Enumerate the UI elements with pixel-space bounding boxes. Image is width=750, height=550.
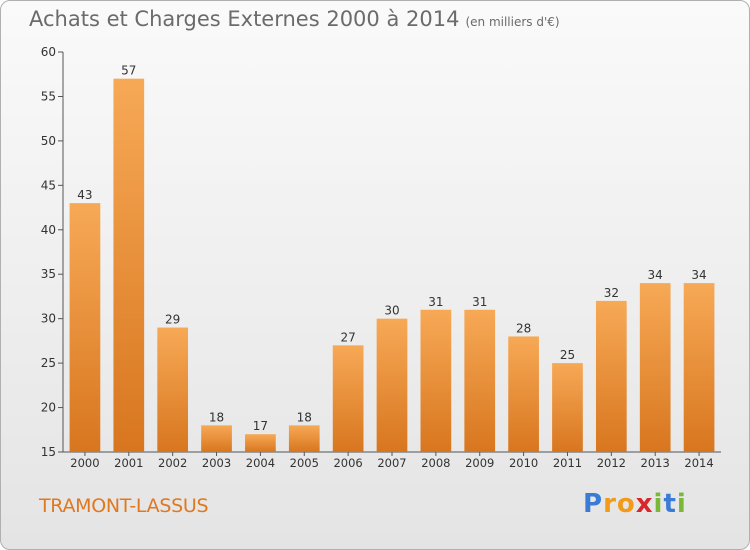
bar — [157, 327, 189, 452]
logo-letter: P — [583, 489, 604, 519]
bar — [376, 318, 408, 452]
bar — [201, 425, 232, 452]
x-tick-label: 2011 — [553, 456, 582, 470]
logo-letter: o — [616, 489, 636, 519]
data-label: 31 — [472, 295, 487, 309]
bar — [113, 78, 145, 453]
bar — [245, 434, 276, 452]
data-label: 30 — [384, 304, 399, 318]
chart-title: Achats et Charges Externes 2000 à 2014 (e… — [29, 7, 560, 31]
y-tick-label: 15 — [41, 445, 56, 459]
y-tick-label: 20 — [41, 401, 56, 415]
data-label: 28 — [516, 321, 531, 335]
x-tick-label: 2012 — [597, 456, 626, 470]
bar — [595, 300, 627, 452]
x-tick-labels: 2000 2001 2002 2003 2004 2005 2006 2007 2008 2009… — [70, 452, 714, 470]
bar — [552, 363, 583, 452]
logo-letter: i — [653, 489, 664, 519]
data-label: 27 — [340, 330, 355, 344]
bar — [508, 336, 539, 452]
y-tick-label: 30 — [41, 312, 56, 326]
y-tick-label: 35 — [41, 267, 56, 281]
y-tick-label: 25 — [41, 356, 56, 370]
x-tick-label: 2013 — [641, 456, 670, 470]
bar — [332, 345, 364, 452]
bar — [464, 309, 496, 452]
x-tick-label: 2002 — [158, 456, 187, 470]
bar — [288, 425, 320, 452]
data-label: 57 — [121, 64, 136, 78]
x-tick-label: 2007 — [377, 456, 406, 470]
bar — [683, 283, 715, 452]
x-tick-label: 2003 — [202, 456, 231, 470]
x-tick-label: 2006 — [333, 456, 362, 470]
y-tick-label: 45 — [41, 178, 56, 192]
bar — [420, 309, 452, 452]
bars — [69, 78, 715, 453]
data-label: 17 — [253, 419, 268, 433]
value-labels: 43 57 29 18 17 18 27 30 31 31 28 25 32 34 34 — [77, 64, 706, 434]
x-tick-label: 2004 — [246, 456, 275, 470]
y-tick-label: 60 — [41, 45, 56, 59]
data-label: 34 — [691, 268, 706, 282]
y-tick-labels: 15 20 25 30 35 40 45 50 55 60 — [41, 45, 63, 459]
x-tick-label: 2008 — [421, 456, 450, 470]
data-label: 43 — [77, 188, 92, 202]
x-tick-label: 2010 — [509, 456, 538, 470]
x-tick-label: 2005 — [290, 456, 319, 470]
bar — [639, 283, 671, 452]
data-label: 25 — [560, 348, 575, 362]
logo-letter: i — [676, 489, 687, 519]
unit-note: (en milliers d'€) — [465, 15, 560, 29]
y-tick-label: 55 — [41, 89, 56, 103]
data-label: 34 — [648, 268, 663, 282]
proxiti-logo: Proxiti — [583, 489, 687, 519]
data-label: 18 — [297, 410, 312, 424]
x-tick-label: 2014 — [684, 456, 713, 470]
bar — [69, 203, 101, 452]
data-label: 32 — [604, 286, 619, 300]
x-tick-label: 2000 — [70, 456, 99, 470]
logo-letter: r — [603, 489, 617, 519]
data-label: 18 — [209, 410, 224, 424]
y-tick-label: 40 — [41, 223, 56, 237]
logo-letter: x — [635, 489, 654, 519]
y-tick-label: 50 — [41, 134, 56, 148]
logo-letter: t — [663, 489, 677, 519]
x-tick-label: 2009 — [465, 456, 494, 470]
x-tick-label: 2001 — [114, 456, 143, 470]
commune-name: TRAMONT-LASSUS — [39, 495, 209, 517]
data-label: 29 — [165, 313, 180, 327]
data-label: 31 — [428, 295, 443, 309]
